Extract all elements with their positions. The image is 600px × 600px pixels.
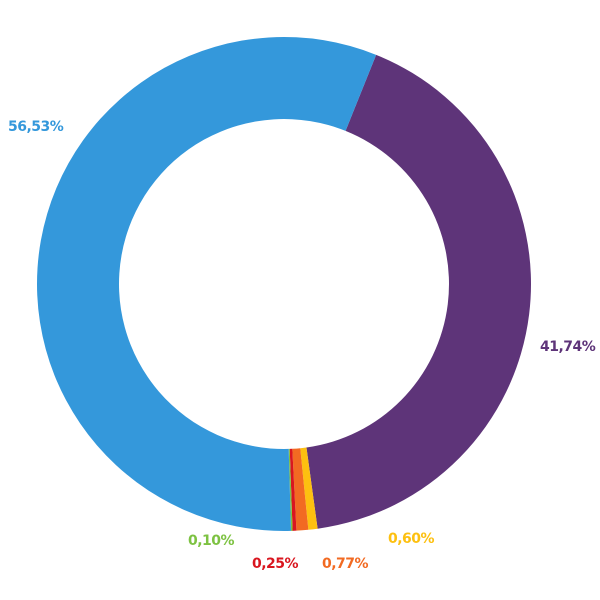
data-label: 56,53% <box>8 119 64 135</box>
donut-slice <box>37 36 377 531</box>
donut-slice <box>300 447 318 530</box>
donut-slice <box>306 54 532 529</box>
data-label: 41,74% <box>540 339 596 355</box>
donut-slice <box>288 448 293 531</box>
donut-slice <box>289 448 297 531</box>
data-label: 0,77% <box>322 556 369 572</box>
donut-slice <box>292 448 309 531</box>
data-label: 0,60% <box>388 531 435 547</box>
data-label: 0,10% <box>188 533 235 549</box>
data-label: 0,25% <box>252 556 299 572</box>
